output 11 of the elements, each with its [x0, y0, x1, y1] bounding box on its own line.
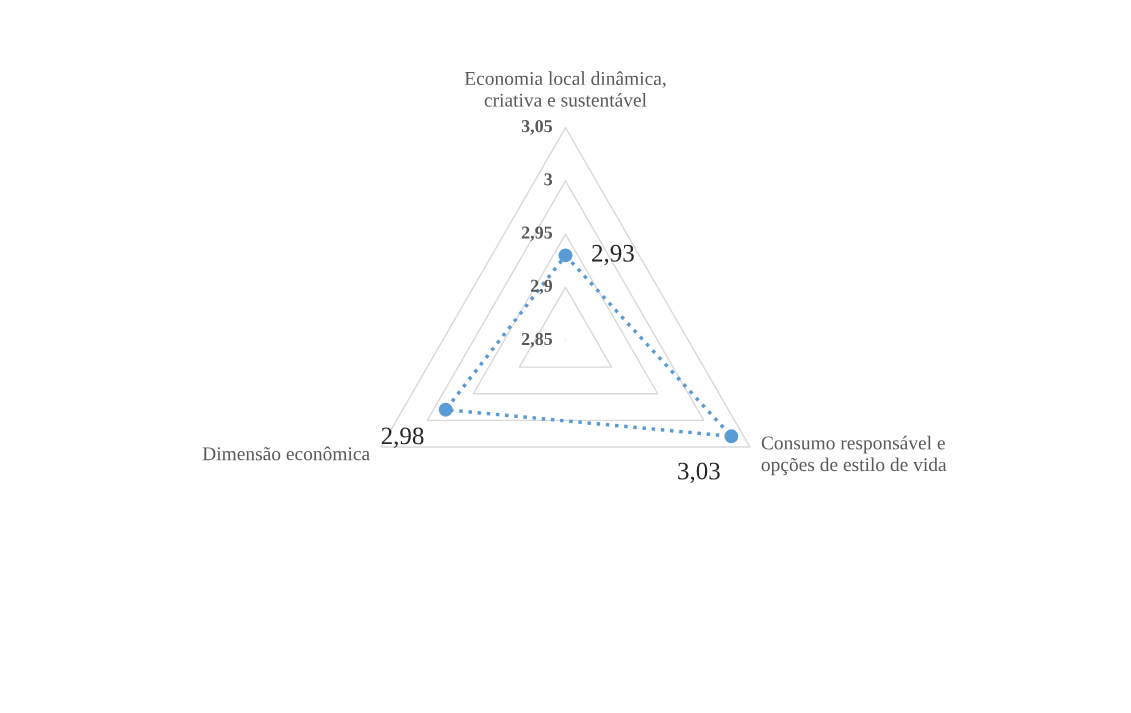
y-tick-label: 2,85 [521, 332, 553, 348]
y-tick-label: 2,9 [530, 279, 553, 295]
spoke-label: Economia local dinâmica, criativa e sustentável [464, 71, 666, 107]
data-label: 3,03 [678, 462, 720, 484]
y-tick-label: 3,05 [521, 120, 553, 135]
data-label: 2,93 [592, 244, 634, 266]
data-label: 2,98 [381, 427, 424, 448]
spoke-label: Consumo responsável e opções de estilo de vida [761, 435, 947, 476]
y-tick-label: 3 [544, 173, 553, 186]
spoke-label: Dimensão econômica [202, 446, 370, 461]
y-tick-label: 2,95 [521, 226, 553, 242]
